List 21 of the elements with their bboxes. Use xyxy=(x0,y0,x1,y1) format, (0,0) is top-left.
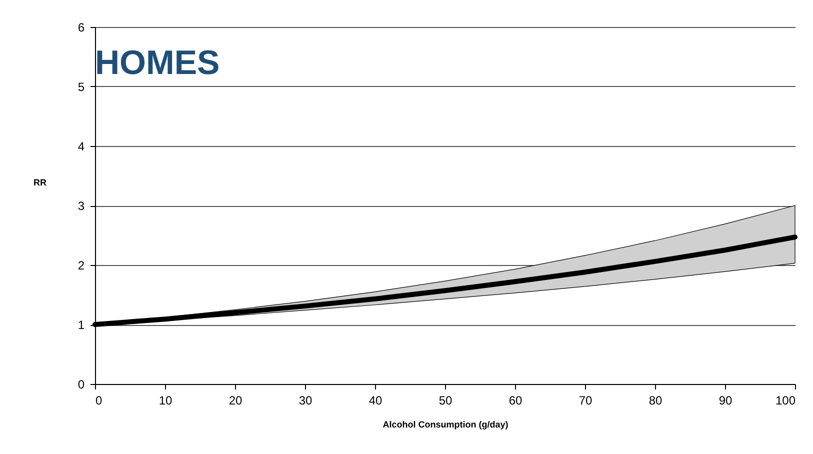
x-axis-title: Alcohol Consumption (g/day) xyxy=(382,420,508,430)
x-tick-label: 30 xyxy=(298,394,312,408)
y-tick-label: 3 xyxy=(78,199,85,213)
y-tick-label: 4 xyxy=(78,140,85,154)
y-tick-label: 6 xyxy=(78,20,85,34)
x-tick-label: 40 xyxy=(368,394,382,408)
y-tick-label: 2 xyxy=(78,258,85,272)
x-tick-label: 0 xyxy=(96,394,102,408)
x-tick-label: 100 xyxy=(775,394,796,408)
x-tick-label: 60 xyxy=(508,394,522,408)
y-axis-title: RR xyxy=(34,178,47,188)
x-tick-label: 90 xyxy=(718,394,732,408)
y-tick-label: 0 xyxy=(78,378,85,392)
x-tick-label: 20 xyxy=(228,394,242,408)
x-tick-label: 10 xyxy=(158,394,172,408)
text: HOMES xyxy=(95,44,220,82)
x-tick-label: 80 xyxy=(648,394,662,408)
x-tick-label: 50 xyxy=(438,394,452,408)
y-tick-label: 1 xyxy=(78,318,85,332)
x-tick-label: 70 xyxy=(578,394,592,408)
y-tick-label: 5 xyxy=(78,80,85,94)
